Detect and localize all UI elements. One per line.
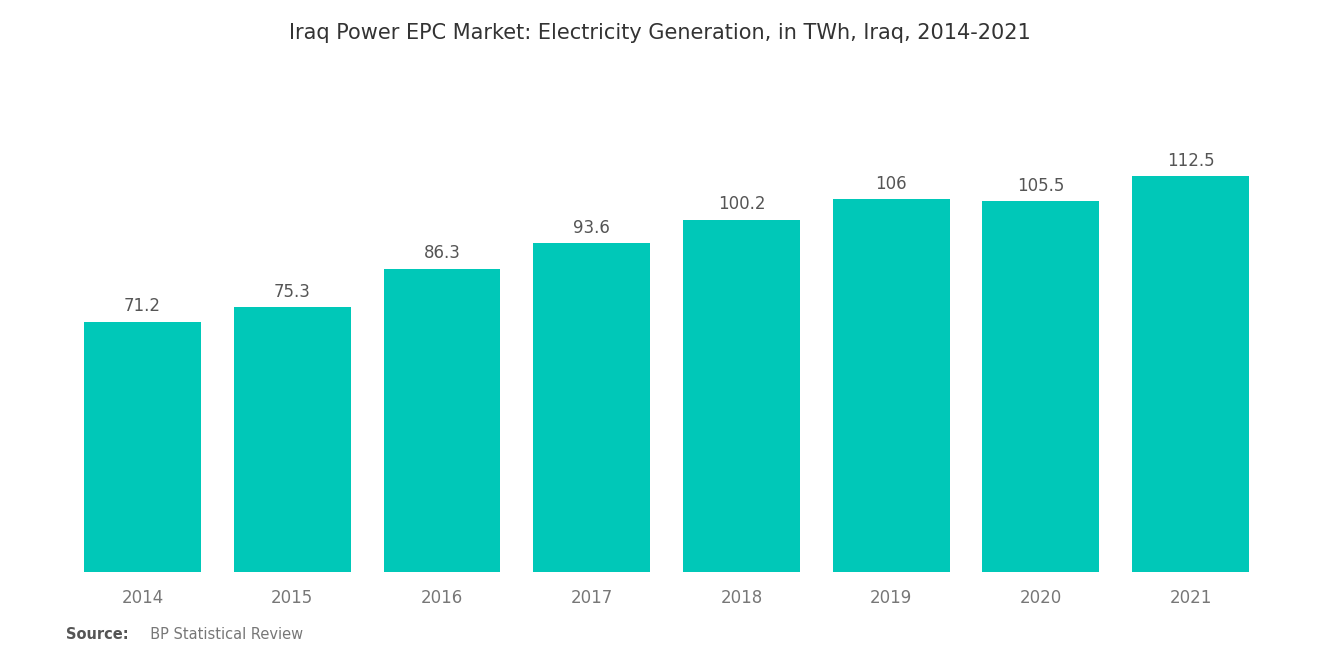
Text: 71.2: 71.2: [124, 297, 161, 315]
Text: Source:: Source:: [66, 626, 128, 642]
Bar: [84, 322, 201, 572]
Text: 75.3: 75.3: [273, 283, 310, 301]
Text: BP Statistical Review: BP Statistical Review: [141, 626, 304, 642]
Bar: [833, 200, 949, 572]
Bar: [682, 219, 800, 572]
Bar: [384, 269, 500, 572]
Text: 112.5: 112.5: [1167, 152, 1214, 170]
Text: 93.6: 93.6: [573, 219, 610, 237]
Text: 106: 106: [875, 175, 907, 193]
Text: Iraq Power EPC Market: Electricity Generation, in TWh, Iraq, 2014-2021: Iraq Power EPC Market: Electricity Gener…: [289, 23, 1031, 43]
Bar: [1133, 176, 1249, 572]
Bar: [982, 201, 1100, 572]
Text: 86.3: 86.3: [424, 244, 461, 262]
Text: 105.5: 105.5: [1018, 177, 1064, 195]
Text: 100.2: 100.2: [718, 196, 766, 213]
Bar: [234, 307, 351, 572]
Bar: [533, 243, 651, 572]
